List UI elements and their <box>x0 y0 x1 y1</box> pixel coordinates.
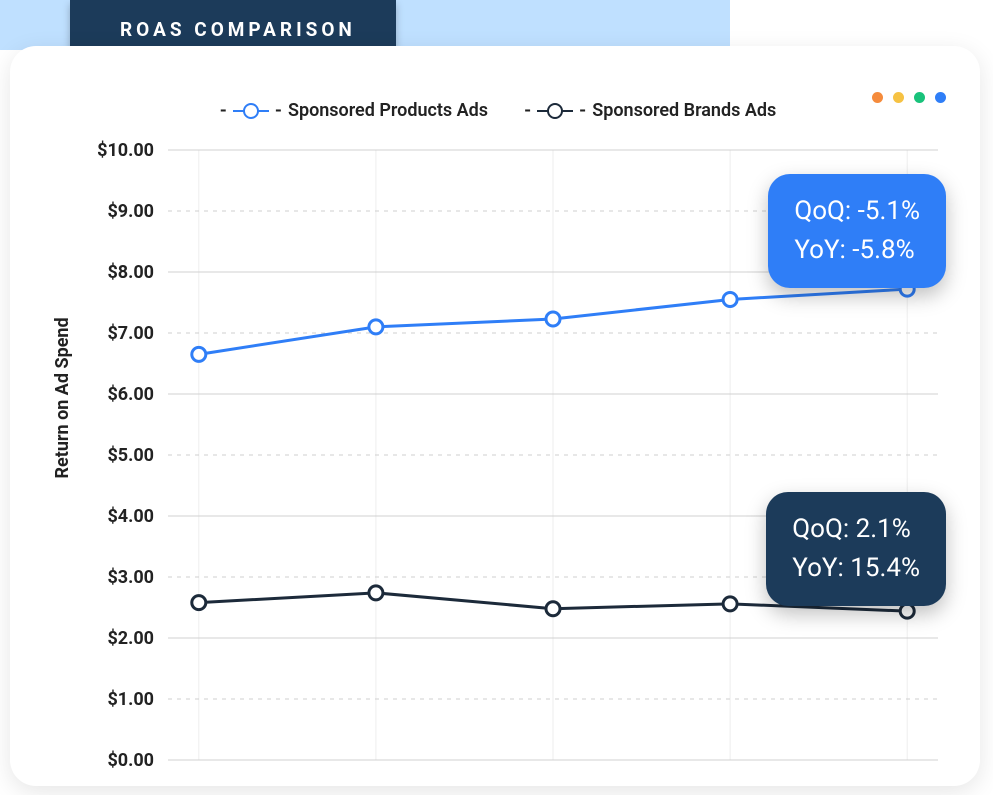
svg-text:$10.00: $10.00 <box>97 140 154 161</box>
callout-line: YoY: -5.8% <box>794 231 920 270</box>
metric-callout: QoQ: 2.1%YoY: 15.4% <box>766 492 946 606</box>
svg-text:$1.00: $1.00 <box>107 689 154 710</box>
svg-text:$9.00: $9.00 <box>107 201 154 222</box>
callout-line: QoQ: 2.1% <box>792 510 920 549</box>
svg-text:$2.00: $2.00 <box>107 628 154 649</box>
callout-line: YoY: 15.4% <box>792 549 920 588</box>
chart-card: --Sponsored Products Ads--Sponsored Bran… <box>10 46 980 786</box>
callout-line: QoQ: -5.1% <box>794 192 920 231</box>
svg-text:$5.00: $5.00 <box>107 445 154 466</box>
svg-text:$4.00: $4.00 <box>107 506 154 527</box>
svg-text:$6.00: $6.00 <box>107 384 154 405</box>
metric-callout: QoQ: -5.1%YoY: -5.8% <box>768 174 946 288</box>
svg-text:$8.00: $8.00 <box>107 262 154 283</box>
svg-text:$7.00: $7.00 <box>107 323 154 344</box>
svg-text:$0.00: $0.00 <box>107 750 154 770</box>
svg-text:$3.00: $3.00 <box>107 567 154 588</box>
